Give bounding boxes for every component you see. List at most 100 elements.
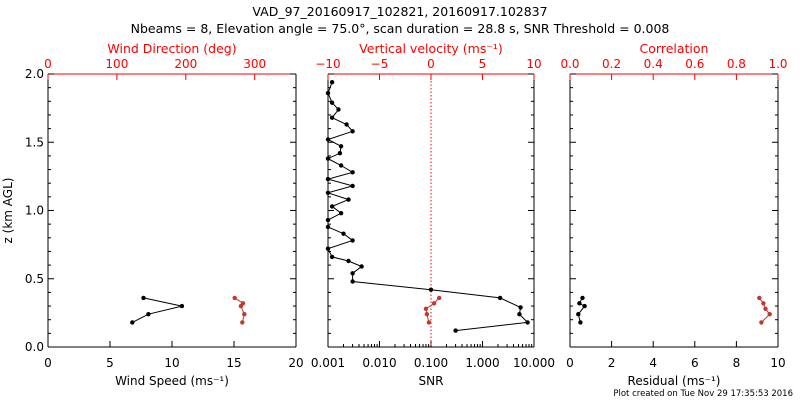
series-snr-bottom-point: [325, 217, 331, 223]
x-tick-label-top: −5: [371, 57, 389, 71]
residual-panel: 0 2 4 6 8 10 Residual (ms⁻¹) 0.0 0.2 0.4 0.6 0.8 1.0…: [560, 41, 787, 388]
plot-created-footer: Plot created on Tue Nov 29 17:35:53 2016: [613, 389, 793, 399]
x-tick-label-top: 0.0: [560, 57, 579, 71]
series-snr-bottom-point: [350, 170, 355, 175]
series-snr-bottom-point: [350, 129, 355, 134]
y-tick-label: 1.5: [25, 135, 44, 149]
x-tick-label-bottom: 2: [608, 356, 616, 370]
x-tick-label-bottom: 1.000: [465, 356, 499, 370]
x-tick-label-bottom: 8: [733, 356, 741, 370]
series-snr-bottom-point: [525, 320, 530, 325]
y-axis-label: z (km AGL): [1, 178, 15, 244]
series-snr-bottom-point: [329, 80, 335, 85]
x-tick-label-top: 0.8: [727, 57, 746, 71]
series-snr-top-point: [424, 312, 430, 317]
series-wind-bottom-point: [141, 295, 146, 301]
x-axis-label-bottom: Wind Speed (ms⁻¹): [115, 374, 229, 388]
x-tick-label-bottom: 4: [649, 356, 657, 370]
x-tick-label-bottom: 0: [44, 356, 52, 370]
series-wind-top-point: [240, 301, 246, 306]
x-tick-label-top: 0: [427, 57, 435, 71]
x-tick-label-bottom: 20: [288, 356, 303, 370]
x-axis-label-top: Vertical velocity (ms⁻¹): [359, 41, 503, 56]
x-tick-label-bottom: 0.001: [311, 356, 345, 370]
y-tick-label: 0.0: [25, 340, 44, 354]
x-tick-label-top: −10: [315, 57, 340, 71]
series-residual-top-point: [763, 306, 768, 311]
wind-panel: 0.0 0.5 1.0 1.5 2.0 z (km AGL) 0 5 10 15 20 Wind Sp…: [1, 41, 304, 388]
series-snr-bottom-point: [329, 100, 335, 105]
x-tick-label-bottom: 6: [691, 356, 699, 370]
y-tick-label: 2.0: [25, 67, 44, 81]
x-tick-label-top: 0.4: [644, 57, 663, 71]
series-snr-bottom-point: [359, 264, 364, 269]
series-residual-bottom-point: [578, 320, 583, 325]
series-snr-bottom-point: [325, 137, 331, 142]
x-tick-label-bottom: 10: [164, 356, 179, 370]
series-wind-bottom-point: [146, 312, 151, 317]
title-line-1: VAD_97_20160917_102821, 20160917.102837: [252, 4, 547, 19]
series-snr-bottom-point: [518, 305, 523, 310]
series-residual-top-point: [757, 295, 762, 301]
x-tick-label-bottom: 0: [566, 356, 574, 370]
series-snr-bottom-point: [336, 107, 341, 112]
x-tick-label-top: 200: [174, 57, 197, 71]
series-residual-top-point: [767, 312, 772, 317]
x-tick-label-top: 300: [243, 57, 266, 71]
series-snr-bottom-point: [337, 151, 343, 156]
x-axis-label-bottom: SNR: [419, 374, 444, 388]
series-snr-bottom-point: [325, 246, 331, 251]
x-tick-label-bottom: 10.000: [513, 356, 555, 370]
series-residual-bottom-point: [576, 312, 581, 317]
x-tick-label-top: 10: [526, 57, 541, 71]
series-snr-bottom-point: [350, 279, 355, 284]
x-tick-label-bottom: 5: [106, 356, 114, 370]
series-snr-bottom-point: [350, 271, 355, 276]
series-snr-bottom-point: [325, 224, 331, 230]
series-snr-bottom-point: [329, 204, 335, 209]
series-snr-bottom-point: [329, 254, 335, 260]
y-tick-label: 0.5: [25, 272, 44, 286]
series-snr-bottom-point: [453, 328, 458, 333]
series-snr-top-point: [431, 301, 437, 306]
series-residual-bottom-point: [582, 303, 587, 309]
x-tick-label-bottom: 10: [770, 356, 785, 370]
x-tick-label-bottom: 0.100: [414, 356, 448, 370]
series-snr-top-point: [437, 295, 442, 301]
x-axis-label-bottom: Residual (ms⁻¹): [628, 374, 721, 388]
x-tick-label-top: 0: [44, 57, 52, 71]
series-wind-bottom-point: [179, 303, 185, 309]
series-residual-top-point: [759, 320, 764, 325]
series-snr-bottom-point: [350, 183, 355, 189]
series-snr-bottom-point: [325, 190, 331, 195]
series-snr-bottom-point: [517, 312, 522, 317]
series-snr-bottom-point: [346, 197, 351, 202]
series-residual-bottom-point: [577, 301, 582, 306]
series-snr-bottom-line: [326, 82, 529, 332]
series-snr-top-line: [425, 297, 440, 323]
series-wind-top-point: [232, 295, 237, 301]
x-tick-label-bottom: 0.010: [362, 356, 396, 370]
series-snr-bottom-point: [341, 231, 346, 236]
series-snr-bottom-point: [344, 122, 349, 127]
x-axis-label-top: Correlation: [640, 41, 709, 56]
x-tick-label-top: 100: [105, 57, 128, 71]
series-snr-bottom-point: [350, 238, 355, 243]
series-snr-bottom-point: [325, 176, 331, 182]
series-snr-bottom-point: [338, 144, 344, 149]
series-snr-bottom-point: [338, 211, 344, 216]
series-snr-bottom-point: [497, 295, 503, 301]
x-tick-label-top: 0.2: [602, 57, 621, 71]
x-tick-label-top: 1.0: [768, 57, 787, 71]
x-tick-label-top: 0.6: [685, 57, 704, 71]
series-residual-top-point: [761, 301, 766, 306]
series-snr-top-point: [423, 306, 429, 311]
series-snr-top-point: [426, 320, 432, 325]
series-residual-bottom-point: [580, 295, 585, 301]
series-snr-bottom-point: [338, 163, 344, 168]
series-snr-bottom-point: [428, 287, 434, 292]
x-tick-label-top: 5: [479, 57, 487, 71]
x-axis-label-top: Wind Direction (deg): [107, 41, 236, 56]
series-wind-bottom-line: [132, 297, 183, 323]
